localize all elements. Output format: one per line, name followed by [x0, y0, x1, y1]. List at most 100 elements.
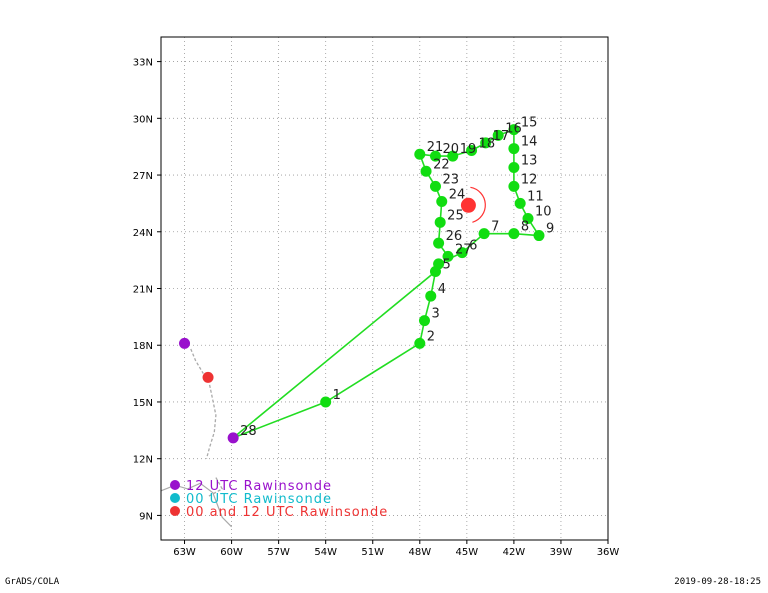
x-tick-label: 36W — [597, 547, 620, 558]
x-tick-label: 45W — [456, 547, 479, 558]
dropsonde-marker — [429, 150, 441, 162]
rawinsonde-layer — [179, 337, 239, 444]
rawinsonde-marker — [202, 371, 214, 383]
y-tick-label: 24N — [133, 228, 153, 239]
axis-ticks: 63W 60W 57W 54W 51W 48W 45W 42W 39W 36W9N12N15N18… — [133, 58, 620, 558]
dropsonde-marker — [466, 144, 478, 156]
storm-center-layer — [460, 186, 486, 223]
y-tick-label: 12N — [133, 455, 153, 466]
footer-timestamp: 2019-09-28-18:25 — [674, 577, 761, 587]
dropsonde-marker — [442, 250, 454, 262]
island-chain — [207, 477, 224, 498]
dropsonde-marker — [420, 165, 432, 177]
flight-track-line — [232, 128, 541, 439]
dropsonde-marker — [533, 230, 545, 242]
dropsonde-marker — [478, 228, 490, 240]
island-chain — [205, 384, 217, 459]
x-tick-label: 54W — [314, 547, 337, 558]
dropsonde-marker — [436, 196, 448, 208]
y-tick-label: 30N — [133, 114, 153, 125]
dropsonde-marker — [429, 180, 441, 192]
y-tick-label: 9N — [139, 511, 153, 522]
x-tick-label: 51W — [361, 547, 384, 558]
y-tick-label: 21N — [133, 285, 153, 296]
dropsonde-label: 28 — [240, 424, 257, 439]
grid-layer — [161, 37, 609, 540]
dropsonde-label: 27 — [455, 242, 472, 257]
dropsonde-label: 1 — [333, 388, 341, 403]
dropsonde-marker — [447, 150, 459, 162]
rawinsonde-marker — [227, 432, 239, 444]
legend-marker — [170, 480, 180, 490]
dropsonde-label: 26 — [446, 229, 463, 244]
dropsonde-marker — [425, 290, 437, 302]
dropsonde-label: 10 — [535, 205, 552, 220]
dropsonde-label: 6 — [469, 239, 477, 254]
dropsonde-marker — [508, 124, 520, 136]
x-tick-label: 48W — [408, 547, 431, 558]
x-tick-label: 63W — [173, 547, 196, 558]
legend-marker — [170, 506, 180, 516]
legend-label: 00 and 12 UTC Rawinsonde — [186, 505, 388, 520]
dropsonde-marker — [418, 315, 430, 327]
dropsonde-label: 21 — [427, 140, 444, 155]
dropsonde-marker — [492, 129, 504, 141]
y-tick-label: 33N — [133, 58, 153, 69]
dropsonde-label: 11 — [527, 189, 544, 204]
rawinsonde-marker — [179, 337, 191, 349]
dropsonde-label: 4 — [438, 282, 446, 297]
dropsonde-marker — [522, 213, 534, 225]
dropsonde-label: 24 — [449, 188, 466, 203]
dropsonde-marker — [414, 337, 426, 349]
dropsonde-marker — [508, 228, 520, 240]
dropsonde-marker — [514, 197, 526, 209]
x-tick-label: 42W — [503, 547, 526, 558]
dropsonde-label: 20 — [442, 142, 459, 157]
dropsonde-label: 23 — [442, 172, 459, 187]
dropsonde-label: 18 — [479, 136, 496, 151]
dropsonde-label: 7 — [491, 220, 499, 235]
x-tick-label: 57W — [267, 547, 290, 558]
dropsonde-label: 12 — [521, 172, 538, 187]
dropsonde-label: 3 — [431, 307, 439, 322]
map-frame — [160, 36, 609, 541]
dropsonde-marker — [414, 148, 426, 160]
dropsonde-marker — [456, 247, 468, 259]
dropsonde-label: 13 — [521, 153, 538, 168]
dropsonde-marker — [480, 137, 492, 149]
dropsonde-label: 17 — [493, 129, 510, 144]
dropsonde-label: 5 — [442, 257, 450, 272]
dropsonde-label: 19 — [460, 142, 477, 157]
dropsonde-marker — [320, 396, 332, 408]
dropsonde-label: 9 — [546, 222, 554, 237]
x-tick-label: 39W — [550, 547, 573, 558]
legend-label: 12 UTC Rawinsonde — [186, 479, 332, 494]
legend-marker — [170, 493, 180, 503]
flight-track-layer — [232, 128, 541, 439]
dropsonde-marker — [433, 258, 445, 270]
dropsonde-marker — [433, 237, 445, 249]
x-tick-label: 60W — [220, 547, 243, 558]
dropsonde-label: 2 — [427, 329, 435, 344]
dropsonde-label: 16 — [505, 121, 522, 136]
storm-arc — [470, 186, 486, 223]
y-tick-label: 15N — [133, 398, 153, 409]
legend-label: 00 UTC Rawinsonde — [186, 492, 332, 507]
dropsonde-label: 15 — [521, 116, 538, 131]
island-chain — [190, 348, 204, 374]
dropsonde-marker — [508, 143, 520, 155]
dropsonde-marker — [508, 180, 520, 192]
footer-credit: GrADS/COLA — [5, 577, 60, 587]
dropsonde-label: 25 — [447, 208, 464, 223]
dropsonde-marker — [434, 216, 446, 228]
y-tick-label: 18N — [133, 341, 153, 352]
dropsonde-label: 8 — [521, 220, 529, 235]
dropsonde-label: 22 — [433, 157, 450, 172]
dropsonde-label: 14 — [521, 135, 538, 150]
storm-center-marker — [460, 197, 476, 213]
dropsonde-marker — [508, 161, 520, 173]
y-tick-label: 27N — [133, 171, 153, 182]
